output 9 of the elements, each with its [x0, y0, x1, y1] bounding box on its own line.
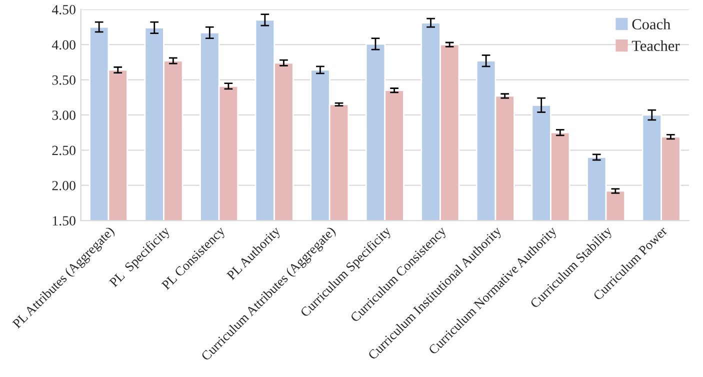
y-tick-label: 3.00: [52, 110, 76, 120]
y-tick-label: 2.50: [52, 146, 76, 156]
legend-label: Coach: [632, 18, 670, 30]
y-tick-label: 2.00: [52, 180, 76, 190]
legend-label: Teacher: [632, 40, 680, 52]
y-tick-label: 4.50: [52, 5, 76, 14]
y-tick-label: 1.50: [52, 216, 76, 226]
y-tick-label: 4.00: [52, 40, 76, 50]
y-tick-label: 3.50: [52, 75, 76, 85]
